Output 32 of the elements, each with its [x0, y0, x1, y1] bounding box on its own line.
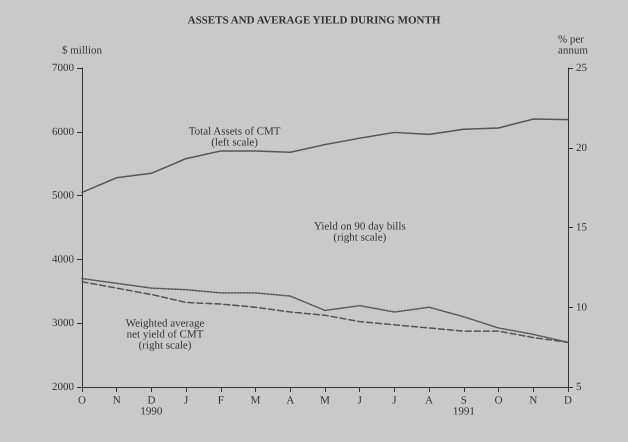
x-tick-label: F	[218, 394, 224, 406]
y-tick-label: 5000	[52, 190, 74, 202]
y-tick-label: 3000	[52, 317, 74, 330]
x-tick-label: A	[425, 394, 434, 406]
y2-tick-label: 15	[576, 222, 588, 234]
y-tick-label: 4000	[52, 253, 74, 266]
x-tick-label: J	[392, 394, 398, 406]
y-tick-label: 2000	[52, 381, 74, 393]
y2-tick-label: 20	[576, 142, 588, 154]
y2-axis-title: % per annum	[558, 34, 588, 56]
x-tick-label: D	[564, 394, 572, 406]
x-tick-label: N	[529, 394, 538, 406]
y-tick-label: 6000	[52, 126, 74, 138]
annotation: Yield on 90 day bills (right scale)	[314, 220, 406, 244]
y2-tick-label: 5	[576, 381, 582, 393]
y-axis-title: $ million	[62, 44, 102, 56]
y2-tick-label: 10	[576, 301, 588, 314]
x-tick-label: O	[494, 394, 503, 406]
x-tick-label: O	[78, 394, 86, 406]
x-tick-label: M	[250, 394, 261, 406]
x-tick-label: D 1990	[140, 394, 163, 418]
y2-tick-label: 25	[576, 62, 588, 74]
chart-title: ASSETS AND AVERAGE YIELD DURING MONTH	[188, 14, 441, 26]
x-tick-label: J	[358, 394, 363, 406]
x-tick-label: M	[320, 394, 330, 406]
x-tick-label: S 1991	[452, 394, 475, 418]
x-tick-label: A	[286, 394, 294, 406]
annotation: Total Assets of CMT (left scale)	[188, 125, 281, 148]
annotation: Weighted average net yield of CMT (right scale)	[126, 318, 205, 352]
x-tick-label: N	[112, 394, 121, 406]
y-tick-label: 7000	[52, 62, 74, 74]
x-tick-label: J	[184, 394, 189, 406]
